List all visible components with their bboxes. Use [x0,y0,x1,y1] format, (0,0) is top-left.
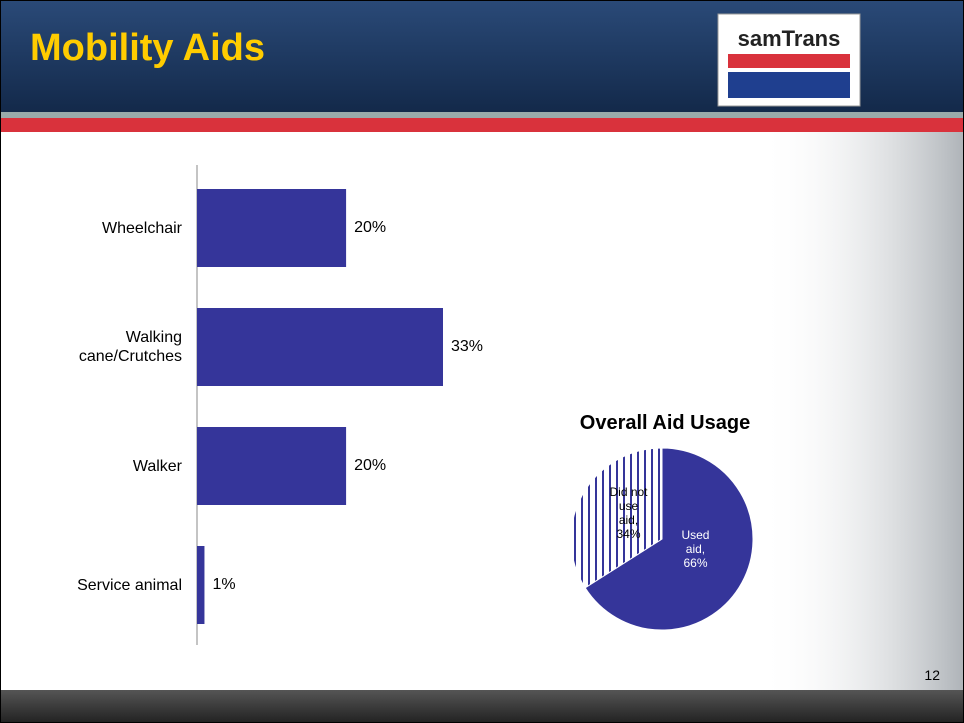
value-label: 20% [354,219,387,236]
value-label: 1% [212,576,236,593]
bar [197,189,347,267]
header-line [0,112,964,118]
photo-backdrop [760,130,964,690]
category-label: Walking cane/Crutches [78,329,182,365]
value-label: 33% [451,338,484,355]
slice-label: Used aid, 66% [681,528,710,571]
logo-text: samTrans [738,26,841,51]
category-label: Walker [132,457,182,475]
value-label: 20% [354,457,387,474]
pie-slice [584,447,754,631]
slice-label: Did not use aid, 34% [609,484,648,541]
logo-red [728,54,850,68]
red-stripe [0,118,964,132]
bar [197,427,347,505]
bar [197,308,443,386]
category-label: Service animal [77,576,182,594]
pie-slice [570,447,663,589]
page-number: 12 [924,667,940,683]
footer-band [0,690,964,723]
slide-title: Mobility Aids [30,27,265,69]
pie-title: Overall Aid Usage [579,412,751,434]
bar [197,546,205,624]
category-label: Wheelchair [101,219,182,237]
logo-blue [728,72,850,98]
